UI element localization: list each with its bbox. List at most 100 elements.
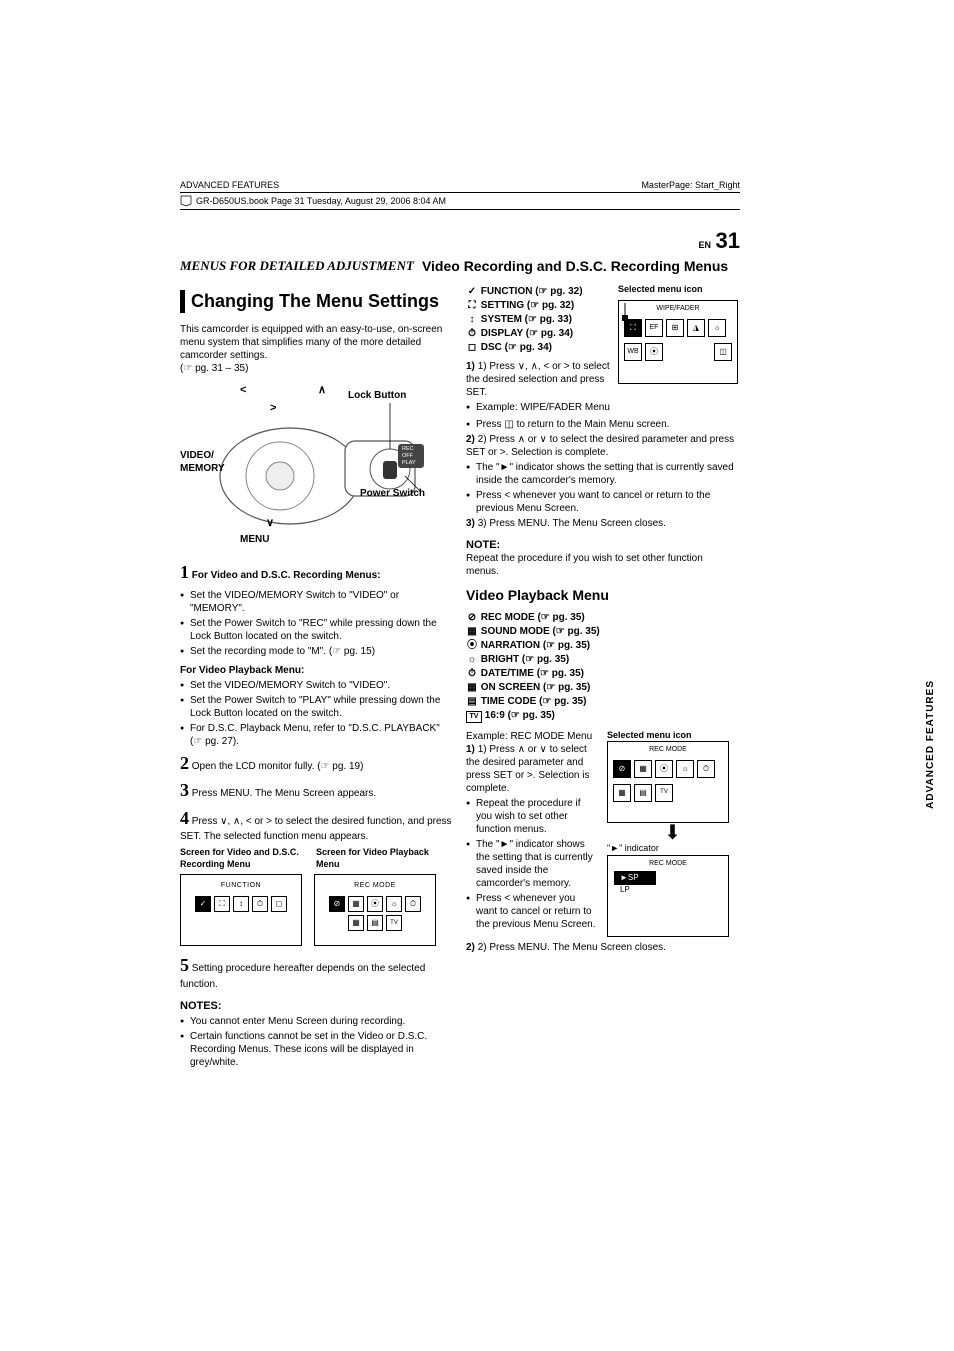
switch-rec: REC <box>402 446 414 452</box>
pb-menu-2-label: NARRATION (☞ pg. 35) <box>481 640 590 651</box>
rec-menu-4-label: DSC (☞ pg. 34) <box>481 342 552 353</box>
step2-text: Open the LCD monitor fully. (☞ pg. 19) <box>192 761 364 772</box>
proc1-bul-3: The "►" indicator shows the setting that… <box>466 461 738 487</box>
playback-example-row: Example: REC MODE Menu 1) 1) Press ∧ or … <box>466 730 738 937</box>
step1-bullet-3: Set the recording mode to "M". (☞ pg. 15… <box>180 645 452 658</box>
step-number-3: 3 <box>180 780 189 800</box>
rec-menu-3: ⏱ DISPLAY (☞ pg. 34) <box>466 327 610 340</box>
selbox2-row2: ▦ ▤ TV <box>608 781 728 805</box>
rec-menu-2: ↕ SYSTEM (☞ pg. 33) <box>466 313 610 326</box>
rec-menu-1-label: SETTING (☞ pg. 32) <box>481 300 574 311</box>
pb-menu-0-label: REC MODE (☞ pg. 35) <box>481 612 585 623</box>
step4-text: Press ∨, ∧, < or > to select the desired… <box>180 816 452 842</box>
step1-title: For Video and D.S.C. Recording Menus: <box>192 570 381 581</box>
sb2-r1-1: ▦ <box>634 760 652 778</box>
proc1-3: 3) 3) Press MENU. The Menu Screen closes… <box>466 517 738 530</box>
step-number-1: 1 <box>180 562 189 582</box>
intro-text: This camcorder is equipped with an easy-… <box>180 324 442 361</box>
arrow-right-label: > <box>270 401 276 415</box>
power-switch-label: Power Switch <box>360 487 425 500</box>
rec-menu-2-icon: ↕ <box>466 313 478 326</box>
playback-menu-list: ⊘ REC MODE (☞ pg. 35) ▦ SOUND MODE (☞ pg… <box>466 610 600 723</box>
step-4: 4 Press ∨, ∧, < or > to select the desir… <box>180 807 452 843</box>
switch-play: PLAY <box>402 460 416 466</box>
proc1-bul-1: Example: WIPE/FADER Menu <box>466 401 610 414</box>
pb-menu-2-icon: ⦿ <box>466 639 478 652</box>
columns: Changing The Menu Settings This camcorde… <box>180 284 740 1071</box>
pb-menu-1-label: SOUND MODE (☞ pg. 35) <box>481 626 600 637</box>
rec-menu-0-label: FUNCTION (☞ pg. 32) <box>481 286 583 297</box>
sl-icon-4: ◻ <box>271 896 287 912</box>
proc1-bullets-b: Press ◫ to return to the Main Menu scree… <box>466 418 738 431</box>
intro-para: This camcorder is equipped with an easy-… <box>180 323 452 375</box>
camcorder-figure: < ∧ > Lock Button POWER/ CHARGE REC OFF … <box>180 381 440 551</box>
intro-ref: (☞ pg. 31 – 35) <box>180 363 248 374</box>
pb-menu-4: ⏱ DATE/TIME (☞ pg. 35) <box>466 667 600 680</box>
proc2-1-text: 1) Press ∧ or ∨ to select the desired pa… <box>466 744 589 794</box>
screen-hdr-left: Screen for Video and D.S.C. Recording Me… <box>180 847 308 870</box>
rec-menu-list: ✓ FUNCTION (☞ pg. 32) ⛶ SETTING (☞ pg. 3… <box>466 284 610 416</box>
pb-menu-7: TV 16:9 (☞ pg. 35) <box>466 709 600 722</box>
arrow-up-label: ∧ <box>318 383 326 397</box>
step-2: 2 Open the LCD monitor fully. (☞ pg. 19) <box>180 752 452 775</box>
indicator-label: "►" indicator <box>607 843 738 855</box>
step-number-2: 2 <box>180 753 189 773</box>
proc2-2-text: 2) Press MENU. The Menu Screen closes. <box>478 942 666 953</box>
sr-icon-4: ⏱ <box>405 896 421 912</box>
step-1: 1 For Video and D.S.C. Recording Menus: <box>180 561 452 584</box>
pb-menu-0: ⊘ REC MODE (☞ pg. 35) <box>466 611 600 624</box>
sl-icon-0: ✓ <box>195 896 211 912</box>
video-recording-title: Video Recording and D.S.C. Recording Men… <box>422 258 728 274</box>
screens-headers: Screen for Video and D.S.C. Recording Me… <box>180 847 452 870</box>
page-number: EN 31 <box>180 228 740 254</box>
pb-menu-7-label: 16:9 (☞ pg. 35) <box>485 710 555 721</box>
indbox-line-1: LP <box>614 885 728 895</box>
screen-right-title: REC MODE <box>354 875 396 890</box>
pb-menu-5-label: ON SCREEN (☞ pg. 35) <box>481 682 591 693</box>
notes-bullets: You cannot enter Menu Screen during reco… <box>180 1015 452 1069</box>
sr2-icon-1: ▤ <box>367 915 383 931</box>
changing-heading: Changing The Menu Settings <box>180 290 452 313</box>
rec-menus-block: ✓ FUNCTION (☞ pg. 32) ⛶ SETTING (☞ pg. 3… <box>466 284 738 416</box>
rec-menu-1: ⛶ SETTING (☞ pg. 32) <box>466 299 610 312</box>
screen-hdr-right: Screen for Video Playback Menu <box>316 847 444 870</box>
selbox2-row1: ⊘ ▦ ⦿ ☼ ⏱ <box>608 757 728 781</box>
left-column: Changing The Menu Settings This camcorde… <box>180 284 452 1071</box>
screen-right-icons-1: ⊘ ▦ ⦿ ☼ ⏱ <box>329 896 421 912</box>
pb-menu-5: ▦ ON SCREEN (☞ pg. 35) <box>466 681 600 694</box>
indicator-box: REC MODE ►SP LP <box>607 855 729 937</box>
pb-menu-7-icon: TV <box>466 711 482 722</box>
pb-menu-0-icon: ⊘ <box>466 611 478 624</box>
switch-off: OFF <box>402 453 413 459</box>
playback-example-side: Selected menu icon REC MODE ⊘ ▦ ⦿ ☼ ⏱ <box>607 730 738 937</box>
sb2-r1-2: ⦿ <box>655 760 673 778</box>
sb2-r1-0: ⊘ <box>613 760 631 778</box>
video-memory-label: VIDEO/ MEMORY <box>180 449 225 475</box>
playback-menu-subhead: For Video Playback Menu: <box>180 664 452 677</box>
note-bullet-2: Certain functions cannot be set in the V… <box>180 1030 452 1069</box>
book-text: GR-D650US.book Page 31 Tuesday, August 2… <box>196 196 446 206</box>
book-icon <box>180 195 192 207</box>
sb2-r1-3: ☼ <box>676 760 694 778</box>
step3-text: Press MENU. The Menu Screen appears. <box>192 788 376 799</box>
playback-top-row: ⊘ REC MODE (☞ pg. 35) ▦ SOUND MODE (☞ pg… <box>466 610 738 723</box>
proc1-bul-2: Press ◫ to return to the Main Menu scree… <box>466 418 738 431</box>
arrow-down-label: ∨ <box>266 516 274 530</box>
rec-menu-4: ◻ DSC (☞ pg. 34) <box>466 341 610 354</box>
page: ADVANCED FEATURES ADVANCED FEATURES Mast… <box>0 0 954 1351</box>
proc2-bul-2: The "►" indicator shows the setting that… <box>466 838 597 890</box>
playback-bullet-3: For D.S.C. Playback Menu, refer to "D.S.… <box>180 722 452 748</box>
lock-button-label: Lock Button <box>348 389 406 402</box>
step-3: 3 Press MENU. The Menu Screen appears. <box>180 779 452 802</box>
book-info-line: GR-D650US.book Page 31 Tuesday, August 2… <box>180 192 740 210</box>
proc1-bullets-a: Example: WIPE/FADER Menu <box>466 401 610 414</box>
content-area: ADVANCED FEATURES MasterPage: Start_Righ… <box>180 180 740 1071</box>
proc1-2: 2) 2) Press ∧ or ∨ to select the desired… <box>466 433 738 459</box>
sl-icon-3: ⏱ <box>252 896 268 912</box>
pb-menu-5-icon: ▦ <box>466 681 478 694</box>
selected-label-2: Selected menu icon <box>607 730 738 742</box>
sr-icon-3: ☼ <box>386 896 402 912</box>
arrow-left-label: < <box>240 383 246 397</box>
rec-menu-0: ✓ FUNCTION (☞ pg. 32) <box>466 285 610 298</box>
step-5: 5 Setting procedure hereafter depends on… <box>180 954 452 990</box>
